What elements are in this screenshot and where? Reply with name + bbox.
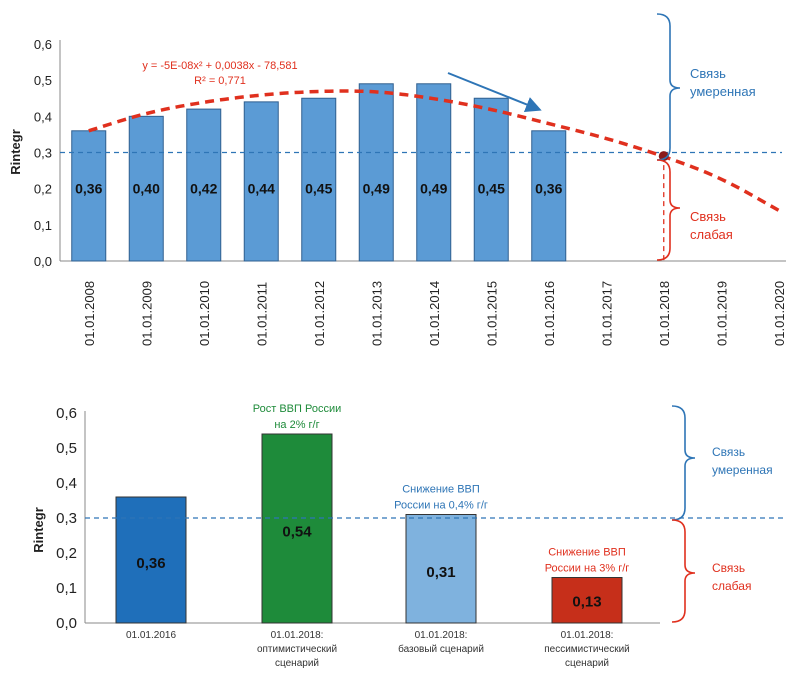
bar-value-label: 0,49: [363, 181, 390, 197]
chart-top: Rintegr 0,0 0,1 0,2 0,3 0,4 0,5 0,6 0,36 0,40 0,42…: [8, 13, 786, 346]
bar: [358, 83, 394, 262]
y-tick-label: 0,4: [34, 109, 52, 124]
y-tick-label: 0,6: [56, 405, 77, 422]
bar: [243, 101, 279, 262]
x-tick-label: 01.01.2014: [427, 281, 442, 346]
bar-note: Снижение ВВП России на 0,4% г/г: [394, 484, 488, 512]
bar-value-label: 0,45: [305, 181, 332, 197]
x-tick-label: 01.01.2010: [197, 281, 212, 346]
x-tick-label: 01.01.2011: [254, 282, 269, 346]
brace-weak: [656, 159, 681, 261]
y-axis-label: Rintegr: [8, 129, 23, 175]
trendline: [88, 89, 780, 212]
brace-moderate: [671, 405, 696, 521]
y-tick-label: 0,1: [34, 218, 52, 233]
x-tick-label: 01.01.2018: базовый сценарий: [398, 630, 484, 655]
y-tick-label: 0,0: [34, 254, 52, 269]
y-tick-label: 0,6: [34, 37, 52, 52]
bar-value-label: 0,45: [478, 181, 505, 197]
y-tick-label: 0,3: [34, 146, 52, 161]
y-tick-label: 0,2: [34, 182, 52, 197]
annotation-weak: Связь слабая: [712, 561, 751, 593]
chart-bottom: Rintegr 0,0 0,1 0,2 0,3 0,4 0,5 0,6 0,36 0,54 Рост…: [31, 403, 784, 669]
bar-note: Рост ВВП России на 2% г/г: [253, 403, 341, 431]
bar-value-label: 0,40: [133, 181, 160, 197]
x-tick-label: 01.01.2008: [82, 281, 97, 346]
brace-moderate: [656, 13, 681, 161]
bar-note: Снижение ВВП России на 3% г/г: [545, 547, 630, 575]
bar: [301, 97, 337, 262]
y-tick-label: 0,5: [34, 73, 52, 88]
x-tick-label: 01.01.2018: пессимистический сценарий: [544, 630, 630, 669]
x-tick-label: 01.01.2019: [714, 281, 729, 346]
bar: [128, 115, 164, 262]
trend-r2: R² = 0,771: [194, 75, 246, 87]
bar-value-label: 0,36: [535, 181, 562, 197]
annotation-moderate: Связь умеренная: [690, 66, 756, 99]
y-tick-label: 0,4: [56, 475, 77, 492]
y-tick-label: 0,0: [56, 615, 77, 632]
annotation-moderate: Связь умеренная: [712, 445, 773, 477]
x-tick-label: 01.01.2018: оптимистический сценарий: [257, 630, 337, 669]
y-tick-label: 0,2: [56, 545, 77, 562]
marker-point: [658, 151, 669, 162]
bar: [551, 577, 623, 624]
bar: [186, 108, 222, 262]
bar-value-label: 0,36: [75, 181, 102, 197]
x-tick-label: 01.01.2013: [369, 281, 384, 346]
decline-arrow: [447, 72, 542, 112]
y-tick-label: 0,1: [56, 580, 77, 597]
y-tick-label: 0,5: [56, 440, 77, 457]
bar-value-label: 0,13: [572, 593, 601, 610]
bar-value-label: 0,49: [420, 181, 447, 197]
trend-equation: y = -5E-08x² + 0,0038x - 78,581: [142, 60, 297, 72]
bar-value-label: 0,31: [426, 564, 455, 581]
bar-value-label: 0,36: [136, 555, 165, 572]
y-axis-label: Rintegr: [31, 507, 46, 553]
bar-value-label: 0,42: [190, 181, 217, 197]
bar-value-label: 0,54: [282, 524, 312, 541]
annotation-weak: Связь слабая: [690, 209, 733, 242]
y-tick-label: 0,3: [56, 510, 77, 527]
bar: [416, 83, 452, 262]
x-tick-label: 01.01.2018: [657, 281, 672, 346]
x-tick-label: 01.01.2020: [772, 281, 786, 346]
bar: [473, 97, 509, 262]
x-tick-label: 01.01.2009: [139, 281, 154, 346]
bar-value-label: 0,44: [248, 181, 275, 197]
x-tick-label: 01.01.2016: [542, 281, 557, 346]
brace-weak: [671, 519, 696, 623]
x-tick-label: 01.01.2012: [312, 281, 327, 346]
x-tick-label: 01.01.2016: [126, 630, 176, 641]
x-tick-label: 01.01.2015: [484, 281, 499, 346]
x-tick-label: 01.01.2017: [599, 281, 614, 346]
bar: [261, 433, 333, 624]
bar: [405, 514, 477, 624]
